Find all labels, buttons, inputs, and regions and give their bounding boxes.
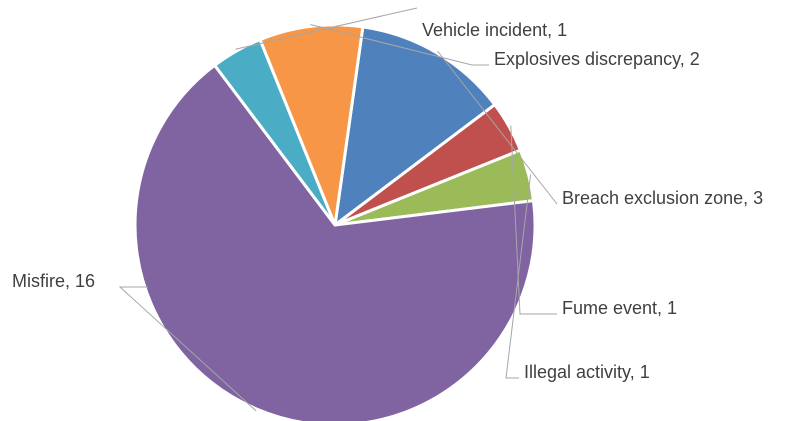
pie-slices [133, 23, 537, 421]
data-label-fume-event: Fume event, 1 [562, 298, 677, 318]
leader-line-explosives-discrepancy [310, 24, 489, 66]
leader-lines [118, 7, 558, 412]
leader-line-illegal-activity [505, 174, 532, 379]
pie-slice-explosives-discrepancy [258, 23, 365, 227]
leader-line-fume-event [510, 125, 557, 315]
data-label-vehicle-incident: Vehicle incident, 1 [422, 20, 567, 40]
data-label-breach-exclusion-zone: Breach exclusion zone, 3 [562, 188, 763, 208]
data-label-misfire: Misfire, 16 [12, 271, 95, 291]
pie-slice-misfire [133, 63, 537, 421]
data-labels: Breach exclusion zone, 3 Fume event, 1 I… [12, 20, 763, 382]
pie-slice-breach-exclusion-zone [333, 25, 497, 227]
data-label-illegal-activity: Illegal activity, 1 [524, 362, 650, 382]
data-label-explosives-discrepancy: Explosives discrepancy, 2 [494, 49, 700, 69]
leader-line-breach-exclusion-zone [437, 50, 558, 205]
leader-line-misfire [118, 286, 257, 412]
